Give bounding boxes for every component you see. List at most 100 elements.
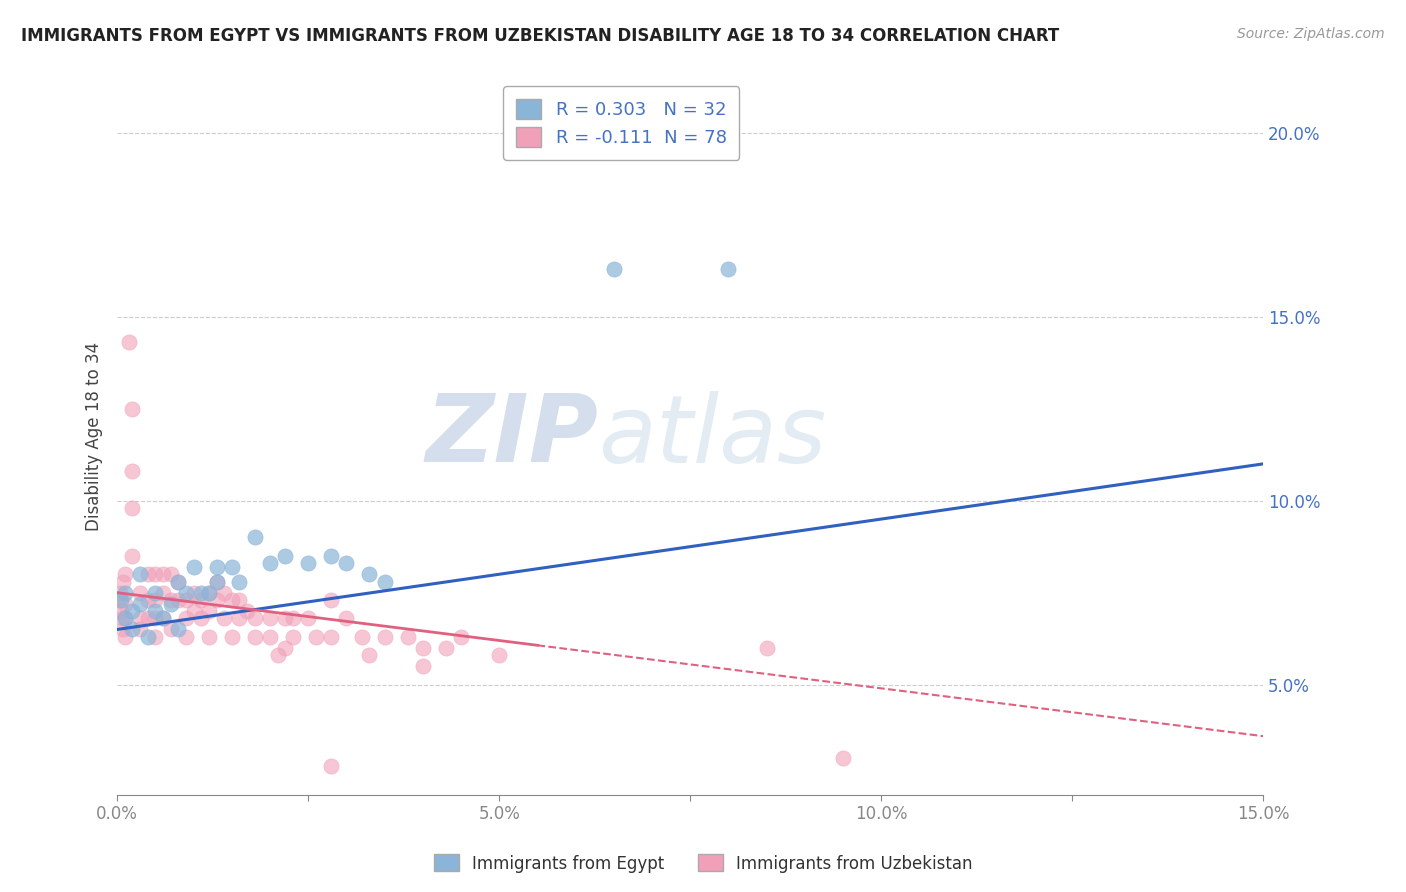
Point: [174, 585, 197, 599]
Point: [190, 593, 212, 607]
Point: [281, 611, 304, 625]
Point: [412, 659, 434, 673]
Point: [755, 640, 778, 655]
Point: [121, 501, 143, 516]
Point: [129, 585, 152, 599]
Point: [259, 630, 281, 644]
Point: [198, 630, 221, 644]
Point: [114, 567, 136, 582]
Point: [274, 640, 297, 655]
Point: [221, 560, 243, 574]
Point: [152, 611, 174, 625]
Point: [259, 611, 281, 625]
Point: [183, 560, 205, 574]
Point: [488, 648, 510, 663]
Point: [274, 611, 297, 625]
Point: [228, 574, 250, 589]
Point: [205, 560, 228, 574]
Point: [236, 604, 259, 618]
Point: [136, 567, 159, 582]
Point: [205, 593, 228, 607]
Text: Source: ZipAtlas.com: Source: ZipAtlas.com: [1237, 27, 1385, 41]
Point: [121, 464, 143, 478]
Point: [159, 597, 181, 611]
Point: [145, 567, 167, 582]
Point: [321, 549, 343, 563]
Point: [121, 604, 143, 618]
Point: [259, 556, 281, 570]
Point: [198, 585, 221, 599]
Point: [198, 604, 221, 618]
Point: [305, 630, 328, 644]
Point: [221, 593, 243, 607]
Point: [321, 593, 343, 607]
Point: [114, 597, 136, 611]
Point: [114, 585, 136, 599]
Point: [243, 611, 266, 625]
Point: [205, 574, 228, 589]
Point: [174, 611, 197, 625]
Point: [121, 549, 143, 563]
Point: [359, 648, 381, 663]
Point: [321, 758, 343, 772]
Point: [717, 261, 740, 276]
Text: IMMIGRANTS FROM EGYPT VS IMMIGRANTS FROM UZBEKISTAN DISABILITY AGE 18 TO 34 CORR: IMMIGRANTS FROM EGYPT VS IMMIGRANTS FROM…: [21, 27, 1059, 45]
Point: [350, 630, 373, 644]
Point: [118, 335, 141, 350]
Point: [396, 630, 419, 644]
Point: [374, 630, 396, 644]
Point: [198, 585, 221, 599]
Point: [297, 556, 319, 570]
Point: [183, 604, 205, 618]
Point: [205, 574, 228, 589]
Point: [167, 623, 190, 637]
Point: [434, 640, 457, 655]
Point: [129, 597, 152, 611]
Point: [832, 751, 855, 765]
Point: [129, 623, 152, 637]
Text: atlas: atlas: [599, 391, 827, 482]
Point: [221, 630, 243, 644]
Point: [321, 630, 343, 644]
Point: [335, 611, 357, 625]
Point: [114, 611, 136, 625]
Point: [183, 585, 205, 599]
Point: [110, 585, 132, 599]
Point: [167, 574, 190, 589]
Point: [190, 585, 212, 599]
Point: [136, 630, 159, 644]
Point: [136, 611, 159, 625]
Point: [152, 611, 174, 625]
Point: [603, 261, 626, 276]
Point: [167, 574, 190, 589]
Point: [359, 567, 381, 582]
Point: [228, 611, 250, 625]
Point: [121, 401, 143, 416]
Point: [145, 630, 167, 644]
Point: [335, 556, 357, 570]
Point: [114, 630, 136, 644]
Point: [110, 604, 132, 618]
Point: [111, 611, 134, 625]
Point: [266, 648, 288, 663]
Point: [174, 630, 197, 644]
Point: [374, 574, 396, 589]
Point: [167, 593, 190, 607]
Point: [145, 585, 167, 599]
Point: [159, 593, 181, 607]
Point: [107, 593, 129, 607]
Point: [145, 593, 167, 607]
Y-axis label: Disability Age 18 to 34: Disability Age 18 to 34: [86, 342, 103, 531]
Legend: R = 0.303   N = 32, R = -0.111  N = 78: R = 0.303 N = 32, R = -0.111 N = 78: [503, 87, 740, 160]
Point: [212, 585, 235, 599]
Point: [121, 623, 143, 637]
Point: [129, 567, 152, 582]
Point: [450, 630, 472, 644]
Point: [297, 611, 319, 625]
Point: [281, 630, 304, 644]
Point: [152, 567, 174, 582]
Point: [114, 611, 136, 625]
Point: [274, 549, 297, 563]
Point: [112, 574, 135, 589]
Point: [228, 593, 250, 607]
